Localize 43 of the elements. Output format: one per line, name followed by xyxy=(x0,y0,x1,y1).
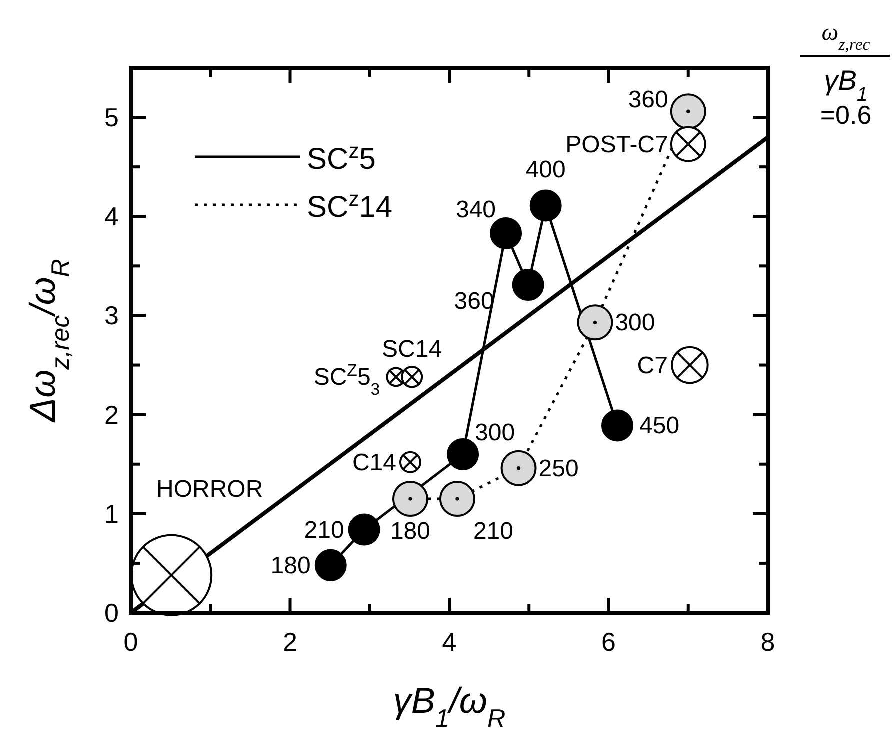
annotation: 180 xyxy=(270,552,311,580)
annotation: 300 xyxy=(615,310,656,337)
point xyxy=(512,269,544,302)
point xyxy=(530,190,562,222)
y-tick-label: 4 xyxy=(104,202,119,232)
annotation: SC$^{Z}$5$_{3}$ xyxy=(314,360,380,399)
annotation: C7 xyxy=(637,352,668,380)
y-tick-label: 3 xyxy=(104,300,119,331)
point xyxy=(577,304,614,341)
point xyxy=(500,450,537,486)
x-tick-label: 6 xyxy=(602,627,616,657)
annotation: POST-C7 xyxy=(566,131,668,158)
x-axis-title: γB$_{1}$/ω$_{R}$ xyxy=(393,680,506,733)
x-tick-label: 0 xyxy=(124,627,138,657)
legend-label: SC$^{z}$14 xyxy=(307,188,393,224)
annotation: 300 xyxy=(475,419,516,446)
annotation: 250 xyxy=(538,455,579,482)
point xyxy=(392,481,428,518)
y-tick-label: 2 xyxy=(104,400,119,430)
point xyxy=(602,410,634,442)
point xyxy=(490,217,522,250)
annotation: 340 xyxy=(456,196,496,224)
legend-label: SC$^{z}$5 xyxy=(307,140,376,176)
x-tick-label: 4 xyxy=(442,627,457,657)
annotation: 180 xyxy=(390,518,431,546)
point xyxy=(439,481,476,518)
point xyxy=(670,94,706,130)
annotation: SC14 xyxy=(382,336,442,364)
y-tick-label: 5 xyxy=(104,102,119,133)
annotation: 400 xyxy=(526,156,566,184)
y-tick-label: 1 xyxy=(104,498,119,529)
annotation: HORROR xyxy=(156,476,264,504)
text: ω$_{z,rec}$ xyxy=(822,20,871,54)
annotation: C14 xyxy=(352,449,396,476)
point xyxy=(314,549,347,582)
annotation: 210 xyxy=(304,516,344,544)
x-tick-label: 8 xyxy=(760,627,776,657)
y-tick-label: 0 xyxy=(104,598,119,628)
annotation: 360 xyxy=(628,86,668,114)
annotation: 450 xyxy=(640,412,680,440)
x-tick-label: 2 xyxy=(283,627,298,657)
point xyxy=(348,514,380,546)
annotation: 210 xyxy=(473,518,514,546)
